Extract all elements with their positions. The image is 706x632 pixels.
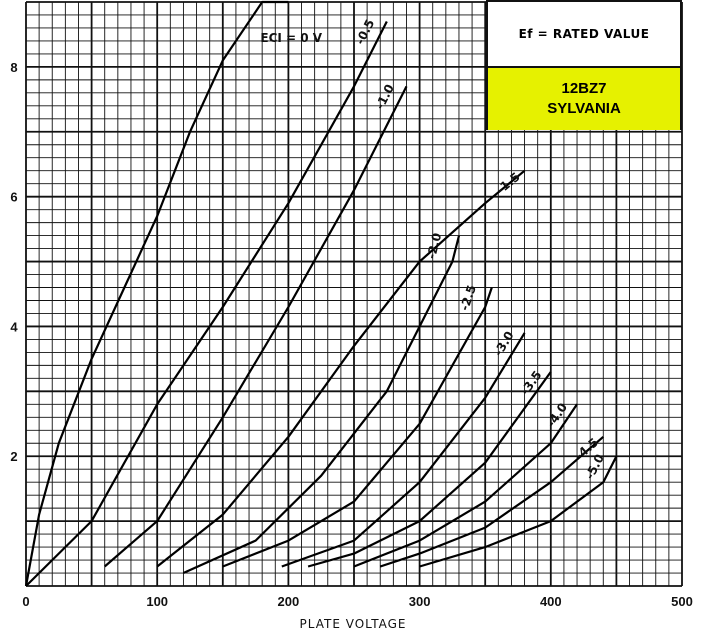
curve-label: ECI = 0 V — [260, 31, 322, 45]
curve--4-0 — [353, 403, 578, 568]
curve--1-0 — [103, 85, 408, 568]
tube-id-panel: 12BZ7 SYLVANIA — [488, 68, 680, 130]
info-box: Ef = RATED VALUE 12BZ7 SYLVANIA — [486, 0, 682, 130]
y-tick-label: 6 — [10, 190, 17, 205]
curve--2-5 — [222, 287, 493, 568]
manufacturer-label: SYLVANIA — [547, 100, 621, 117]
curve--4-5 — [379, 435, 605, 568]
curve--1-5 — [156, 169, 526, 568]
x-tick-label: 500 — [671, 594, 693, 609]
curve-label: -2.0 — [424, 231, 444, 260]
condition-note: Ef = RATED VALUE — [488, 2, 680, 68]
curve--3-5 — [307, 371, 552, 568]
x-tick-labels: 0 100 200 300 400 500 — [22, 594, 692, 609]
tube-type-label: 12BZ7 — [561, 80, 607, 97]
y-tick-label: 8 — [10, 60, 17, 75]
curve-label: -4.0 — [544, 400, 570, 430]
curve--5-0 — [419, 455, 618, 568]
x-axis-title: PLATE VOLTAGE — [300, 617, 407, 631]
curve--3-0 — [281, 332, 526, 568]
curve-label: -0.5 — [353, 17, 377, 47]
x-tick-label: 0 — [22, 594, 29, 609]
curve-group — [24, 0, 618, 587]
curve-eci-0-v — [24, 0, 289, 587]
curve--0-5 — [25, 21, 388, 587]
x-tick-label: 300 — [409, 594, 431, 609]
x-tick-label: 100 — [146, 594, 168, 609]
x-tick-label: 400 — [540, 594, 562, 609]
x-tick-label: 200 — [278, 594, 300, 609]
curve-label-group: ECI = 0 V -0.5-1.0-1.5-2.0-2.5-3.0-3.5-4.… — [260, 17, 607, 481]
curve--2-0 — [182, 235, 461, 575]
y-tick-label: 2 — [10, 449, 17, 464]
y-tick-labels: 2 4 6 8 — [10, 60, 18, 464]
y-tick-label: 4 — [10, 319, 18, 334]
curve-label: -3.5 — [518, 368, 545, 397]
